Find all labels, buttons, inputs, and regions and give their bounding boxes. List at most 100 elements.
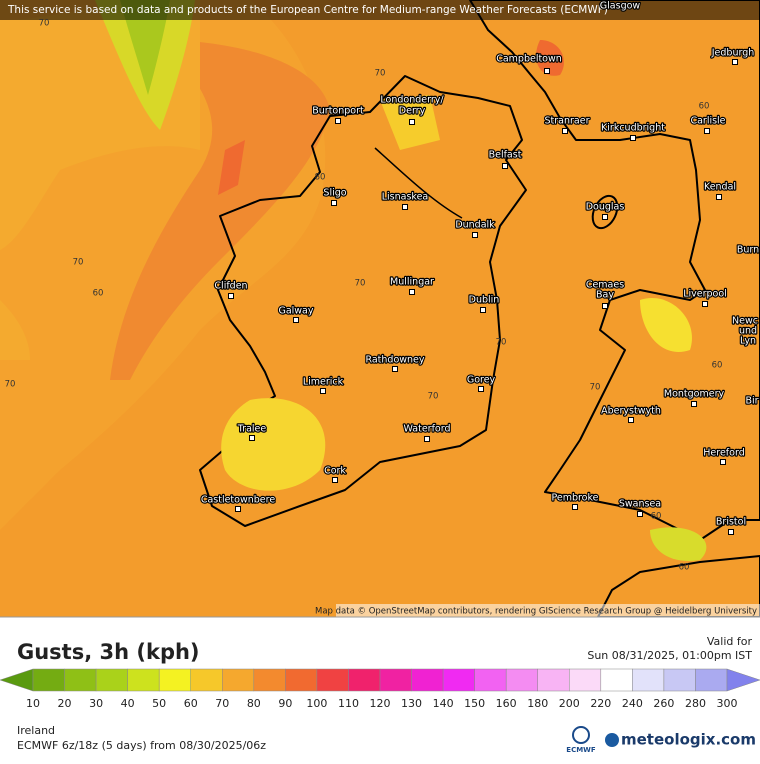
scale-box (632, 668, 665, 692)
scale-label: 280 (685, 697, 706, 710)
city-marker (720, 459, 726, 465)
contour-label: 60 (699, 102, 710, 112)
city-label: Liverpool (683, 289, 727, 300)
city-marker (409, 119, 415, 125)
city-label: Burn (737, 245, 759, 256)
city-label: Glasgow (600, 1, 641, 12)
color-scale: 10 20 30 40 50 60 70 80 90 100 110 120 130 140 150 160 1… (0, 668, 760, 710)
scale-box (474, 668, 507, 692)
city-label: Derry (399, 106, 426, 117)
city-label: Mullingar (390, 277, 434, 288)
city-label: Swansea (619, 499, 661, 510)
city-marker (332, 477, 338, 483)
scale-box (253, 668, 286, 692)
city-label: Aberystwyth (601, 406, 661, 417)
city-marker (637, 511, 643, 517)
contour-label: 70 (590, 383, 601, 393)
contour-label: 80 (315, 173, 326, 183)
city-label: Londonderry/ (380, 95, 444, 106)
city-marker (728, 529, 734, 535)
contour-label: 60 (679, 563, 690, 573)
city-label: Sligo (323, 188, 346, 199)
city-label: Dundalk (455, 220, 495, 231)
scale-box (348, 668, 381, 692)
scale-label: 130 (401, 697, 422, 710)
field (536, 40, 564, 76)
city-label: Cemaes (586, 280, 624, 291)
city-label: Burtonport (312, 106, 364, 117)
city-label: Galway (278, 306, 313, 317)
scale-box (537, 668, 570, 692)
scale-label: 60 (184, 697, 198, 710)
scale-box (663, 668, 696, 692)
scale-box (32, 668, 65, 692)
scale-box (222, 668, 255, 692)
city-marker (544, 68, 550, 74)
contour-label: 60 (712, 361, 723, 371)
field (650, 527, 707, 561)
city-marker (572, 504, 578, 510)
scale-label: 40 (121, 697, 135, 710)
scale-label: 70 (215, 697, 229, 710)
scale-label: 160 (496, 697, 517, 710)
city-label: Dublin (469, 295, 500, 306)
city-label: Clifden (214, 281, 247, 292)
city-label: Hereford (703, 448, 744, 459)
city-marker (472, 232, 478, 238)
scale-label: 200 (559, 697, 580, 710)
city-marker (335, 118, 341, 124)
city-label: Kirkcudbright (601, 123, 665, 134)
field (110, 40, 330, 380)
contour-label: 70 (355, 279, 366, 289)
contour-label: 70 (428, 392, 439, 402)
city-label: Waterford (403, 424, 450, 435)
britain-south (597, 555, 760, 617)
scale-box (379, 668, 412, 692)
ecmwf-logo: ECMWF (566, 746, 596, 754)
field (0, 300, 30, 360)
valid-time: Sun 08/31/2025, 01:00pm IST (587, 649, 752, 662)
isle-of-man (591, 194, 619, 230)
field (640, 298, 692, 352)
scale-label: 50 (152, 697, 166, 710)
city-marker (691, 401, 697, 407)
brand: meteologix.com (621, 731, 756, 749)
scale-box (569, 668, 602, 692)
scale-label: 90 (278, 697, 292, 710)
scale-arrow (726, 668, 760, 692)
model-run: ECMWF 6z/18z (5 days) from 08/30/2025/06… (17, 739, 266, 752)
city-label: Bir (745, 396, 758, 407)
contour-label: 70 (39, 19, 50, 29)
city-marker (716, 194, 722, 200)
scale-box (64, 668, 97, 692)
brand-icon (605, 733, 619, 747)
scale-box (600, 668, 633, 692)
valid-label: Valid for (707, 635, 753, 648)
city-marker (235, 506, 241, 512)
scale-label: 20 (58, 697, 72, 710)
contour-label: 60 (93, 289, 104, 299)
scale-box (316, 668, 349, 692)
city-label: Bay (596, 290, 614, 301)
scale-box (190, 668, 223, 692)
scale-label: 300 (717, 697, 738, 710)
contour-label: 70 (375, 69, 386, 79)
legend-title: Gusts, 3h (kph) (17, 640, 200, 664)
scale-label: 150 (464, 697, 485, 710)
city-marker (249, 435, 255, 441)
city-label: Douglas (586, 202, 625, 213)
scale-box (285, 668, 318, 692)
ecmwf-icon (572, 726, 590, 744)
scale-label: 240 (622, 697, 643, 710)
city-label: Jedburgh (711, 48, 755, 59)
city-marker (331, 200, 337, 206)
city-marker (293, 317, 299, 323)
city-marker (424, 436, 430, 442)
scale-arrow (0, 668, 34, 692)
contour-label: 60 (651, 512, 662, 522)
city-label: Gorey (467, 375, 496, 386)
field (221, 398, 326, 491)
border (374, 147, 463, 219)
city-marker (478, 386, 484, 392)
city-label: Rathdowney (365, 355, 424, 366)
